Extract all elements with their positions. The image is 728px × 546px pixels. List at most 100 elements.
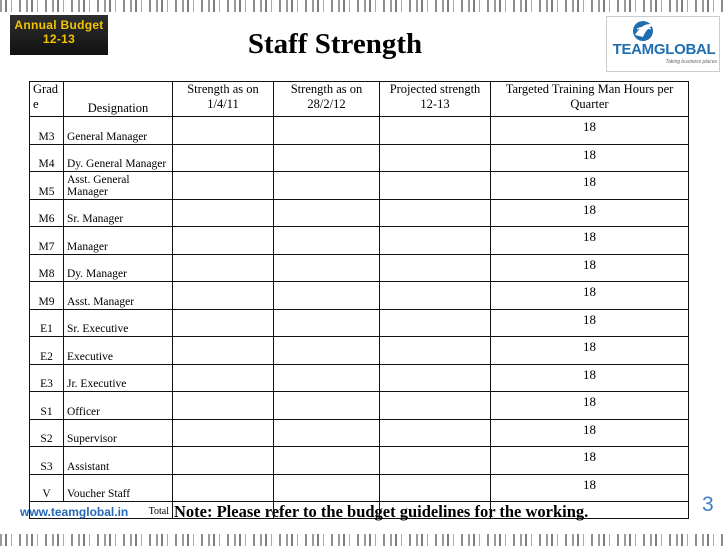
- projected-cell: [379, 446, 491, 475]
- strength-2-cell: [273, 363, 380, 392]
- designation-cell: Dy. General Manager: [63, 143, 173, 172]
- training-hours-cell: 18: [490, 116, 689, 145]
- table-row: E1 Sr. Executive 18: [29, 308, 689, 337]
- designation-cell: General Manager: [63, 116, 173, 145]
- page-title: Staff Strength: [247, 28, 423, 60]
- projected-cell: [379, 171, 491, 200]
- header-projected: Projected strength 12-13: [379, 81, 491, 117]
- training-hours-cell: 18: [490, 253, 689, 282]
- table-row: E2 Executive 18: [29, 336, 689, 365]
- strength-2-cell: [273, 253, 380, 282]
- strength-2-cell: [273, 446, 380, 475]
- header-training-hours: Targeted Training Man Hours per Quarter: [490, 81, 689, 117]
- total-label: Total: [29, 501, 173, 519]
- table-row: M9 Asst. Manager 18: [29, 281, 689, 310]
- strength-1-cell: [172, 116, 274, 145]
- designation-cell: Officer: [63, 391, 173, 420]
- strength-1-cell: [172, 418, 274, 447]
- strength-2-cell: [273, 143, 380, 172]
- projected-cell: [379, 308, 491, 337]
- grade-cell: M3: [29, 116, 64, 145]
- grade-cell: M6: [29, 198, 64, 227]
- table-row: M4 Dy. General Manager 18: [29, 143, 689, 172]
- table-row: M3 General Manager 18: [29, 116, 689, 145]
- table-row: M5 Asst. General Manager 18: [29, 171, 689, 200]
- strength-2-cell: [273, 473, 380, 502]
- projected-cell: [379, 336, 491, 365]
- header-grade: Grad e: [29, 81, 64, 117]
- logo-wordmark: TEAMGLOBAL: [612, 41, 716, 58]
- designation-cell: Dy. Manager: [63, 253, 173, 282]
- training-hours-cell: 18: [490, 336, 689, 365]
- training-hours-cell: 18: [490, 143, 689, 172]
- training-hours-cell: 18: [490, 226, 689, 255]
- page-number: 3: [702, 493, 714, 516]
- projected-cell: [379, 473, 491, 502]
- projected-cell: [379, 116, 491, 145]
- designation-cell: Assistant: [63, 446, 173, 475]
- globe-bird-icon: [633, 21, 655, 41]
- teamglobal-logo: TEAMGLOBAL Taking business places: [606, 16, 720, 72]
- designation-cell: Supervisor: [63, 418, 173, 447]
- grade-cell: M7: [29, 226, 64, 255]
- table-header-row: Grad e Designation Strength as on 1/4/11…: [29, 81, 689, 117]
- website-url: www.teamglobal.in: [20, 505, 129, 519]
- strength-2-cell: [273, 198, 380, 227]
- annual-budget-badge: Annual Budget 12-13: [10, 15, 108, 55]
- designation-cell: Manager: [63, 226, 173, 255]
- training-hours-cell: 18: [490, 308, 689, 337]
- table-row: S1 Officer 18: [29, 391, 689, 420]
- grade-cell: M8: [29, 253, 64, 282]
- training-hours-cell: 18: [490, 363, 689, 392]
- table-row: E3 Jr. Executive 18: [29, 363, 689, 392]
- designation-cell: Sr. Executive: [63, 308, 173, 337]
- projected-cell: [379, 391, 491, 420]
- strength-1-cell: [172, 391, 274, 420]
- strength-1-cell: [172, 446, 274, 475]
- training-hours-cell: 18: [490, 391, 689, 420]
- strength-1-cell: [172, 171, 274, 200]
- strength-1-cell: [172, 253, 274, 282]
- strength-1-cell: [172, 281, 274, 310]
- table-row: M8 Dy. Manager 18: [29, 253, 689, 282]
- grade-cell: M9: [29, 281, 64, 310]
- footer-note: Note: Please refer to the budget guideli…: [174, 502, 589, 521]
- training-hours-cell: 18: [490, 281, 689, 310]
- strength-2-cell: [273, 171, 380, 200]
- grade-cell: S3: [29, 446, 64, 475]
- projected-cell: [379, 363, 491, 392]
- projected-cell: [379, 281, 491, 310]
- projected-cell: [379, 226, 491, 255]
- badge-line-2: 12-13: [42, 32, 76, 46]
- strength-1-cell: [172, 308, 274, 337]
- staff-strength-table: Grad e Designation Strength as on 1/4/11…: [29, 81, 689, 519]
- staff-strength-table-container: Grad e Designation Strength as on 1/4/11…: [29, 81, 689, 519]
- strength-2-cell: [273, 418, 380, 447]
- projected-cell: [379, 143, 491, 172]
- training-hours-cell: 18: [490, 198, 689, 227]
- designation-cell: Executive: [63, 336, 173, 365]
- designation-cell: Sr. Manager: [63, 198, 173, 227]
- designation-cell: Asst. Manager: [63, 281, 173, 310]
- header-strength-1: Strength as on 1/4/11: [172, 81, 274, 117]
- projected-cell: [379, 418, 491, 447]
- grade-cell: S2: [29, 418, 64, 447]
- grade-cell: E2: [29, 336, 64, 365]
- table-row: M7 Manager 18: [29, 226, 689, 255]
- logo-tagline: Taking business places: [665, 59, 717, 65]
- strength-1-cell: [172, 198, 274, 227]
- grade-cell: E1: [29, 308, 64, 337]
- strength-2-cell: [273, 226, 380, 255]
- badge-line-1: Annual Budget: [14, 18, 104, 32]
- strength-1-cell: [172, 226, 274, 255]
- designation-cell: Asst. General Manager: [63, 171, 173, 200]
- projected-cell: [379, 198, 491, 227]
- designation-cell: Jr. Executive: [63, 363, 173, 392]
- header-strength-2: Strength as on 28/2/12: [273, 81, 380, 117]
- table-row: V Voucher Staff 18: [29, 473, 689, 502]
- grade-cell: V: [29, 473, 64, 502]
- projected-cell: [379, 253, 491, 282]
- strength-2-cell: [273, 391, 380, 420]
- training-hours-cell: 18: [490, 473, 689, 502]
- top-decorative-stripe: [0, 0, 728, 12]
